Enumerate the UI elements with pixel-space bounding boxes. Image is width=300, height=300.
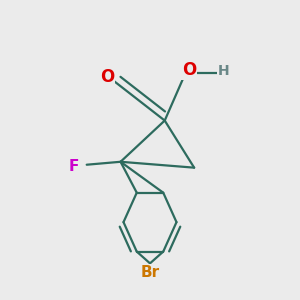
Text: Br: Br	[140, 265, 160, 280]
Text: H: H	[218, 64, 230, 78]
Text: O: O	[182, 61, 196, 80]
Text: O: O	[100, 68, 114, 86]
Text: F: F	[68, 159, 79, 174]
